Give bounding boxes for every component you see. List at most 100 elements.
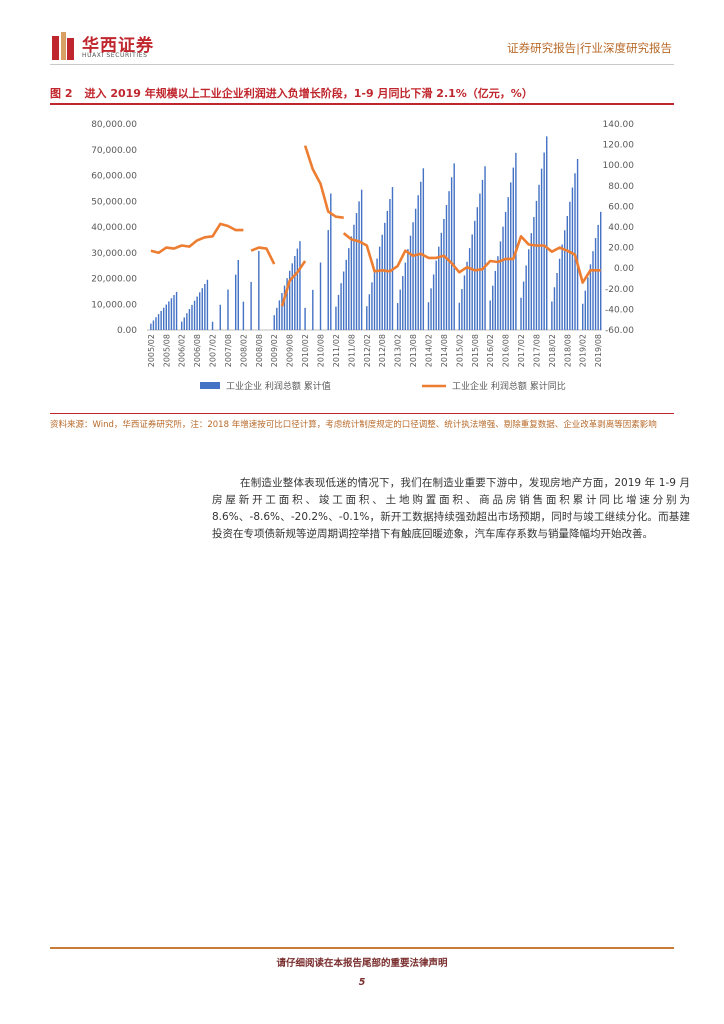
profit-bar — [389, 198, 391, 330]
profit-bar — [250, 281, 252, 330]
profit-bar — [234, 274, 237, 330]
profit-bar — [543, 152, 545, 330]
profit-bar — [564, 230, 566, 330]
profit-bar — [432, 274, 435, 330]
right-axis-tick-label: 60.00 — [608, 202, 634, 212]
profit-bar — [299, 241, 301, 330]
right-axis-tick-label: -60.00 — [605, 326, 634, 336]
x-axis-tick-label: 2016/08 — [502, 334, 511, 367]
profit-bar — [180, 321, 183, 330]
left-axis-tick-label: 70,000.00 — [91, 146, 137, 156]
profit-chart-svg: 0.00 10,000.00 20,000.00 30,000.00 40,000.00… — [91, 120, 635, 392]
left-axis-tick-label: 40,000.00 — [91, 223, 137, 233]
profit-bar — [582, 303, 584, 330]
profit-bar — [558, 258, 561, 330]
profit-bar — [150, 323, 152, 330]
profit-bar — [335, 306, 337, 330]
profit-bar — [168, 301, 170, 330]
profit-bar — [528, 249, 530, 330]
report-type-label: 证券研究报告|行业深度研究报告 — [507, 41, 672, 55]
source-rule — [50, 413, 674, 414]
profit-bar — [378, 246, 381, 330]
profit-bar — [160, 310, 162, 330]
profit-bar — [576, 159, 579, 330]
x-axis-tick-label: 2005/08 — [162, 334, 171, 367]
company-logo: 华西证券 HUAXI SECURITIES — [50, 30, 220, 62]
x-axis-tick-label: 2009/02 — [270, 334, 279, 367]
left-axis-tick-label: 20,000.00 — [91, 275, 137, 285]
profit-bar — [384, 222, 386, 330]
legend-line-label: 工业企业 利润总额 累计同比 — [452, 380, 566, 392]
profit-bar — [530, 233, 533, 330]
profit-bar — [304, 307, 306, 330]
profit-bar — [427, 302, 430, 330]
page-header: 华西证券 HUAXI SECURITIES 证券研究报告|行业深度研究报告 — [50, 28, 674, 64]
profit-bar — [360, 189, 363, 330]
profit-bar — [286, 278, 288, 330]
growth-line-segment — [342, 232, 601, 284]
profit-bar — [196, 296, 198, 330]
profit-bar — [373, 270, 376, 330]
profit-bar — [571, 187, 574, 330]
profit-bar — [353, 224, 355, 330]
profit-bar — [237, 259, 239, 330]
profit-bar — [163, 307, 165, 330]
profit-bar — [569, 201, 571, 330]
x-axis-tick-label: 2008/02 — [239, 334, 248, 367]
profit-bar — [340, 283, 342, 330]
logo-mark-icon — [52, 32, 74, 60]
profit-bar — [291, 263, 293, 330]
profit-bar — [600, 211, 602, 330]
profit-bar — [188, 309, 191, 330]
profit-bar — [587, 277, 589, 330]
profit-bar — [440, 232, 443, 330]
profit-bar — [597, 224, 599, 330]
profit-bar — [381, 234, 383, 330]
figure-title: 进入 2019 年规模以上工业企业利润进入负增长阶段，1-9 月同比下滑 2.1… — [84, 87, 533, 100]
profit-bar — [481, 179, 484, 330]
x-axis-tick-label: 2015/08 — [471, 334, 480, 367]
profit-bar — [173, 295, 175, 330]
x-axis-tick-label: 2016/02 — [486, 334, 495, 367]
profit-bar — [538, 184, 540, 330]
profit-bar — [170, 298, 173, 330]
profit-bar — [533, 217, 535, 330]
profit-bar — [540, 168, 543, 330]
x-axis-tick-label: 2013/02 — [394, 334, 403, 367]
profit-bar — [348, 248, 350, 330]
profit-bar — [206, 279, 209, 330]
profit-bar — [296, 248, 299, 330]
x-axis-tick-label: 2019/08 — [594, 334, 603, 367]
x-axis-tick-label: 2011/08 — [347, 334, 356, 367]
profit-bar — [422, 168, 425, 330]
profit-bar — [191, 304, 193, 330]
right-axis-tick-label: 80.00 — [608, 182, 634, 192]
profit-bar — [368, 294, 371, 330]
profit-bar — [355, 213, 358, 330]
profit-bar — [589, 264, 592, 330]
profit-bar — [574, 173, 576, 330]
header-divider — [50, 64, 674, 65]
profit-bar — [445, 205, 448, 330]
profit-bar — [211, 321, 214, 330]
legal-notice: 请仔细阅读在本报告尾部的重要法律声明 — [276, 958, 448, 969]
x-axis-tick-label: 2008/08 — [255, 334, 264, 367]
profit-bar — [471, 234, 473, 330]
profit-bar — [366, 306, 368, 330]
profit-bar — [566, 216, 569, 330]
profit-bar — [458, 302, 461, 330]
profit-bar — [468, 248, 471, 330]
x-axis-tick-label: 2015/02 — [455, 334, 464, 367]
legend-bar-swatch — [200, 382, 220, 389]
profit-bar — [546, 136, 548, 330]
profit-bar — [294, 255, 296, 330]
profit-bar — [183, 317, 185, 330]
right-axis-tick-label: 140.00 — [603, 120, 635, 130]
right-axis-tick-label: 40.00 — [608, 223, 634, 233]
left-axis-tick-label: 10,000.00 — [91, 300, 137, 310]
footer-divider — [50, 947, 674, 949]
profit-bar — [165, 304, 167, 330]
profit-bar — [535, 200, 538, 330]
profit-bar — [497, 256, 499, 330]
left-axis-tick-label: 50,000.00 — [91, 197, 137, 207]
